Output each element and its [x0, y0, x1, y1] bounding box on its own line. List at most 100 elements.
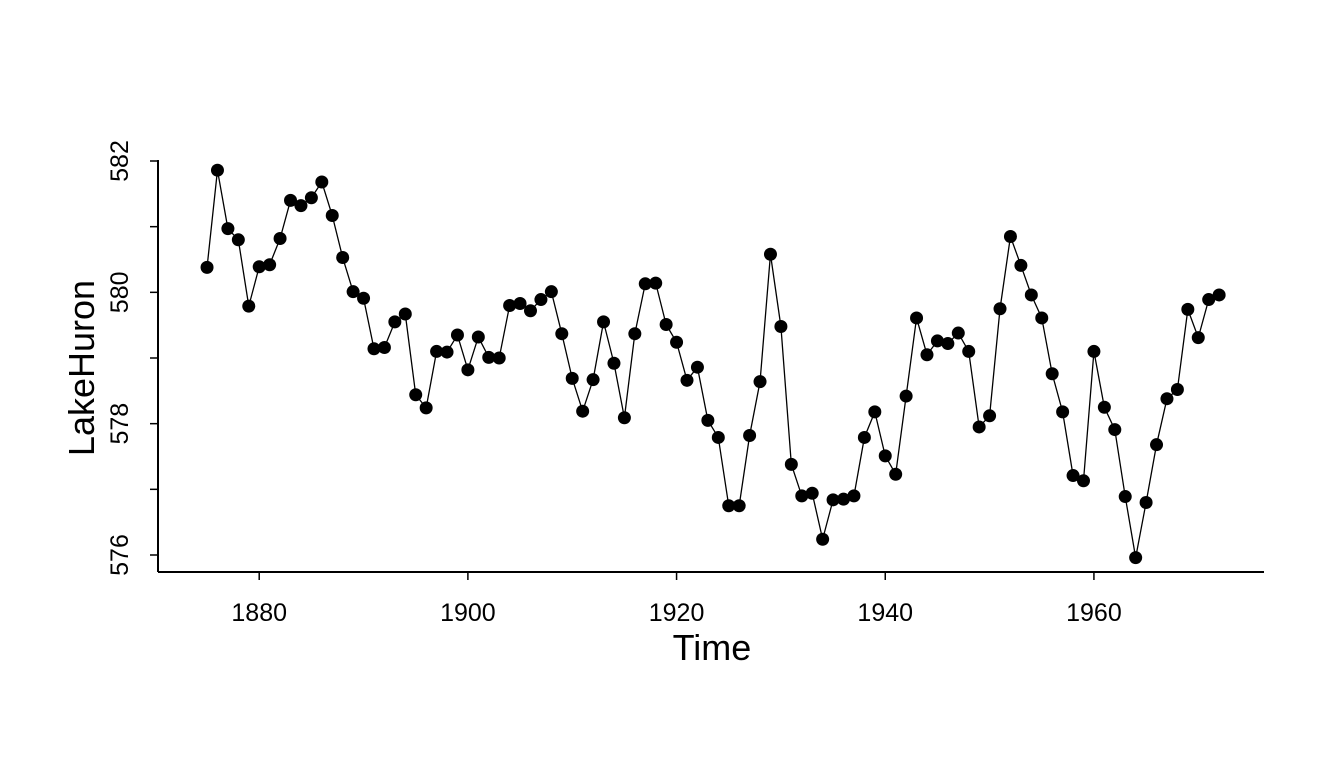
data-point — [1108, 423, 1122, 437]
data-point — [450, 328, 464, 342]
data-point — [711, 430, 725, 444]
data-point — [586, 373, 600, 387]
x-tick-label: 1940 — [857, 599, 913, 627]
x-axis-title: Time — [673, 627, 752, 668]
data-point — [1160, 392, 1174, 406]
x-tick-label: 1880 — [231, 599, 287, 627]
data-point — [221, 222, 235, 236]
data-point — [993, 302, 1007, 316]
data-point — [951, 326, 965, 340]
data-point — [388, 315, 402, 329]
data-point — [284, 193, 298, 207]
data-point — [680, 373, 694, 387]
data-point — [805, 486, 819, 500]
data-point — [722, 499, 736, 513]
data-point — [1139, 495, 1153, 509]
data-point — [210, 163, 224, 177]
data-point — [972, 420, 986, 434]
data-point — [774, 319, 788, 333]
data-point — [1035, 311, 1049, 325]
data-point — [1129, 551, 1143, 565]
data-point — [503, 298, 517, 312]
data-point — [784, 457, 798, 471]
x-tick-label: 1920 — [649, 599, 705, 627]
data-point — [1202, 293, 1216, 307]
data-point — [1024, 288, 1038, 302]
data-point — [670, 335, 684, 349]
data-point — [983, 409, 997, 423]
data-point — [377, 340, 391, 354]
data-point — [544, 285, 558, 299]
data-point — [263, 258, 277, 272]
data-point — [597, 315, 611, 329]
data-point — [1014, 258, 1028, 272]
data-point — [795, 489, 809, 503]
data-point — [482, 350, 496, 364]
data-point — [367, 342, 381, 356]
data-point — [826, 493, 840, 507]
data-point — [816, 532, 830, 546]
data-point — [753, 375, 767, 389]
data-point — [200, 260, 214, 274]
data-point — [430, 344, 444, 358]
data-point — [523, 304, 537, 318]
data-point — [1097, 400, 1111, 414]
data-point — [617, 411, 631, 425]
data-point — [315, 175, 329, 189]
data-point — [471, 330, 485, 344]
data-point — [910, 311, 924, 325]
data-point — [242, 299, 256, 313]
data-point — [336, 251, 350, 265]
data-point — [930, 334, 944, 348]
data-point — [607, 356, 621, 370]
data-point — [325, 209, 339, 223]
data-point — [565, 371, 579, 385]
y-tick-label: 576 — [106, 534, 134, 576]
y-axis-title: LakeHuron — [61, 280, 102, 456]
data-point — [962, 344, 976, 358]
data-point — [1045, 367, 1059, 381]
data-point — [920, 348, 934, 362]
data-point — [409, 388, 423, 402]
y-tick-label: 578 — [106, 403, 134, 445]
data-point — [878, 449, 892, 463]
data-point — [857, 430, 871, 444]
data-point — [763, 247, 777, 261]
data-point — [628, 327, 642, 341]
data-point — [273, 231, 287, 245]
data-point — [1066, 469, 1080, 483]
data-point — [889, 467, 903, 481]
series-line — [206, 170, 1220, 558]
data-point — [649, 276, 663, 290]
data-point — [357, 291, 371, 305]
data-point — [837, 492, 851, 506]
data-point — [941, 337, 955, 351]
data-point — [847, 489, 861, 503]
data-point — [1003, 230, 1017, 244]
data-point — [461, 363, 475, 377]
data-point — [1212, 288, 1226, 302]
data-point — [346, 285, 360, 299]
data-point — [1170, 383, 1184, 397]
data-point — [304, 191, 318, 205]
y-tick-label: 582 — [106, 140, 134, 182]
data-point — [638, 277, 652, 291]
data-point — [701, 413, 715, 427]
plot-area — [200, 163, 1226, 565]
x-tick-label: 1900 — [440, 599, 496, 627]
data-point — [419, 401, 433, 415]
data-point — [231, 233, 245, 247]
data-point — [1181, 302, 1195, 316]
data-point — [1076, 474, 1090, 488]
data-point — [576, 404, 590, 418]
data-point — [294, 199, 308, 213]
data-point — [732, 499, 746, 513]
data-point — [690, 360, 704, 374]
data-point — [899, 389, 913, 403]
data-point — [659, 318, 673, 332]
data-point — [555, 327, 569, 341]
data-point — [1056, 405, 1070, 419]
data-point — [1191, 331, 1205, 345]
x-tick-label: 1960 — [1066, 599, 1122, 627]
